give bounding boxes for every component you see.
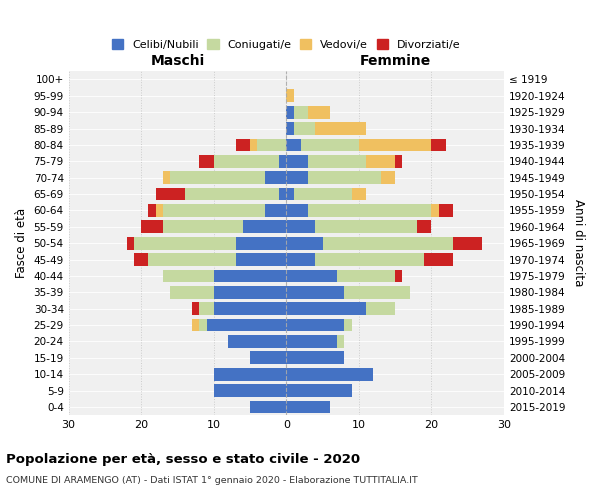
Bar [316,253,424,266]
Bar [424,253,453,266]
Bar [286,253,316,266]
Bar [337,270,395,282]
Bar [214,286,286,298]
Bar [431,138,446,151]
Bar [279,188,286,200]
Bar [286,237,323,250]
Bar [308,106,330,118]
Bar [301,138,359,151]
Bar [214,302,286,315]
Bar [134,253,148,266]
Bar [286,138,301,151]
Text: COMUNE DI ARAMENGO (AT) - Dati ISTAT 1° gennaio 2020 - Elaborazione TUTTITALIA.I: COMUNE DI ARAMENGO (AT) - Dati ISTAT 1° … [6,476,418,485]
Bar [163,204,265,217]
Y-axis label: Fasce di età: Fasce di età [15,208,28,278]
Bar [344,318,352,332]
Bar [192,318,199,332]
Bar [141,220,163,233]
Bar [286,122,293,135]
Bar [156,188,185,200]
Bar [199,302,214,315]
Bar [352,188,366,200]
Bar [293,106,308,118]
Bar [192,302,199,315]
Bar [134,237,236,250]
Bar [286,368,373,380]
Bar [265,172,286,184]
Bar [199,155,214,168]
Bar [228,335,286,348]
Bar [286,188,293,200]
Bar [286,335,337,348]
Bar [148,253,236,266]
Bar [359,138,431,151]
Bar [206,318,286,332]
Bar [250,138,257,151]
Bar [170,286,214,298]
Bar [156,204,163,217]
Legend: Celibi/Nubili, Coniugati/e, Vedovi/e, Divorziati/e: Celibi/Nubili, Coniugati/e, Vedovi/e, Di… [110,37,463,52]
Bar [236,253,286,266]
Bar [417,220,431,233]
Bar [293,122,316,135]
Bar [395,270,403,282]
Text: Maschi: Maschi [151,54,205,68]
Bar [316,220,417,233]
Bar [337,335,344,348]
Bar [163,220,243,233]
Bar [185,188,279,200]
Bar [380,172,395,184]
Bar [431,204,439,217]
Bar [286,302,366,315]
Bar [265,204,286,217]
Bar [293,188,352,200]
Bar [286,318,344,332]
Bar [286,155,308,168]
Bar [279,155,286,168]
Bar [286,400,330,413]
Bar [286,352,344,364]
Bar [236,237,286,250]
Bar [243,220,286,233]
Bar [286,270,337,282]
Bar [308,172,380,184]
Y-axis label: Anni di nascita: Anni di nascita [572,200,585,287]
Bar [214,384,286,397]
Bar [286,384,352,397]
Text: Popolazione per età, sesso e stato civile - 2020: Popolazione per età, sesso e stato civil… [6,452,360,466]
Bar [250,400,286,413]
Bar [286,106,293,118]
Bar [323,237,453,250]
Bar [236,138,250,151]
Bar [214,368,286,380]
Bar [366,155,395,168]
Bar [250,352,286,364]
Bar [199,318,206,332]
Bar [286,90,293,102]
Bar [366,302,395,315]
Bar [127,237,134,250]
Bar [148,204,156,217]
Text: Femmine: Femmine [359,54,431,68]
Bar [286,204,308,217]
Bar [286,286,344,298]
Bar [395,155,403,168]
Bar [214,155,279,168]
Bar [286,220,316,233]
Bar [308,155,366,168]
Bar [344,286,410,298]
Bar [286,172,308,184]
Bar [214,270,286,282]
Bar [170,172,265,184]
Bar [316,122,366,135]
Bar [453,237,482,250]
Bar [257,138,286,151]
Bar [163,172,170,184]
Bar [439,204,453,217]
Bar [163,270,214,282]
Bar [308,204,431,217]
